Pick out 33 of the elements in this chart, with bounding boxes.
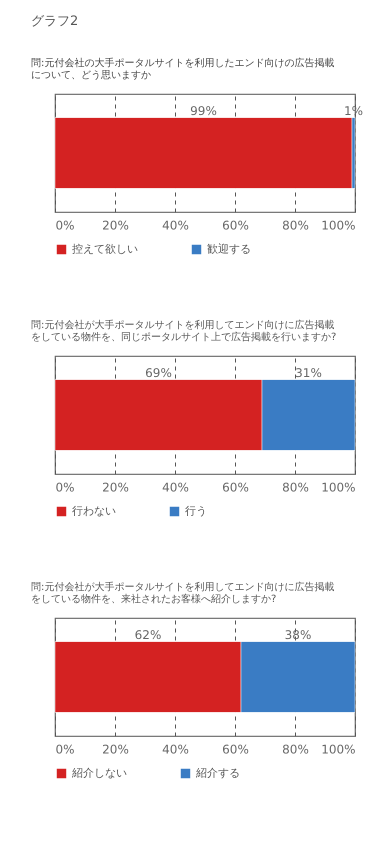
data-label: 62% <box>134 628 162 642</box>
x-tick-label: 80% <box>282 742 309 756</box>
x-tick-label: 60% <box>222 742 249 756</box>
x-tick-label: 80% <box>282 480 309 494</box>
legend-label: 行わない <box>72 504 116 518</box>
x-tick-label: 40% <box>162 218 189 232</box>
x-tick-label: 60% <box>222 218 249 232</box>
x-tick-label: 40% <box>162 742 189 756</box>
x-tick-label: 0% <box>56 480 75 494</box>
x-tick-label: 0% <box>56 218 75 232</box>
x-tick-label: 20% <box>102 480 129 494</box>
x-tick-label: 100% <box>321 480 356 494</box>
data-label: 38% <box>284 628 312 642</box>
chart-title: 問:元付会社が大手ポータルサイトを利用してエンド向けに広告掲載をしている物件を、来社されたお客様へ紹介しますか? <box>31 581 334 605</box>
data-label: 69% <box>145 366 172 380</box>
legend-label: 紹介しない <box>71 766 127 780</box>
legend-label: 紹介する <box>195 766 240 780</box>
x-tick-label: 80% <box>282 218 309 232</box>
x-tick-label: 100% <box>321 742 356 756</box>
x-tick-label: 0% <box>56 742 75 756</box>
legend-label: 行う <box>185 504 207 518</box>
x-tick-label: 60% <box>222 480 249 494</box>
legend-label: 歓迎する <box>207 242 251 256</box>
chart-title: 問:元付会社が大手ポータルサイトを利用してエンド向けに広告掲載をしている物件を、同じポータルサイト上で広告掲載を行いますか? <box>31 319 336 343</box>
x-tick-label: 40% <box>162 480 189 494</box>
chart-title: グラフ2 <box>31 14 78 29</box>
data-label: 99% <box>190 104 217 118</box>
x-tick-label: 20% <box>102 742 129 756</box>
x-tick-label: 20% <box>102 218 129 232</box>
data-label: 31% <box>295 366 322 380</box>
legend-label: 控えて欲しい <box>72 242 138 256</box>
x-tick-label: 100% <box>321 218 356 232</box>
chart-subtitle: 問:元付会社の大手ポータルサイトを利用したエンド向けの広告掲載について、どう思いますか <box>31 57 334 81</box>
